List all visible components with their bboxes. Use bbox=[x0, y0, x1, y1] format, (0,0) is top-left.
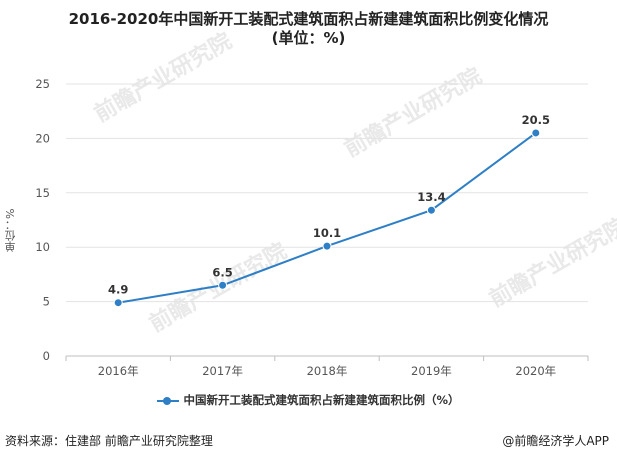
chart-subtitle: (单位：%) bbox=[271, 29, 346, 47]
y-axis-label: 单位：% bbox=[4, 208, 17, 252]
y-tick-label: 15 bbox=[35, 186, 50, 200]
x-tick-label: 2019年 bbox=[411, 364, 452, 378]
brand-credit: @前瞻经济学人APP bbox=[502, 434, 609, 448]
data-point bbox=[531, 128, 541, 138]
chart-title-line1: 2016-2020年中国新开工装配式建筑面积占新建建筑面积比例变化情况 bbox=[68, 10, 549, 28]
data-point bbox=[218, 280, 228, 290]
y-tick-label: 5 bbox=[43, 295, 50, 309]
x-tick-label: 2016年 bbox=[98, 364, 139, 378]
y-tick-label: 0 bbox=[43, 349, 50, 363]
chart-title: 2016-2020年中国新开工装配式建筑面积占新建建筑面积比例变化情况 (单位：… bbox=[0, 10, 617, 48]
y-tick-label: 20 bbox=[35, 131, 50, 145]
source-note: 资料来源：住建部 前瞻产业研究院整理 bbox=[5, 434, 213, 448]
data-point bbox=[426, 205, 436, 215]
series-line bbox=[118, 132, 537, 304]
y-tick-label: 10 bbox=[35, 240, 50, 254]
data-label: 13.4 bbox=[417, 190, 445, 204]
y-tick-label: 25 bbox=[35, 77, 50, 91]
data-label: 20.5 bbox=[522, 113, 550, 127]
legend-marker bbox=[157, 396, 180, 406]
x-tick-label: 2017年 bbox=[202, 364, 243, 378]
data-label: 4.9 bbox=[108, 283, 128, 297]
x-tick-label: 2020年 bbox=[515, 364, 556, 378]
data-point bbox=[113, 298, 123, 308]
x-tick-label: 2018年 bbox=[307, 364, 348, 378]
data-label: 10.1 bbox=[313, 226, 341, 240]
data-point bbox=[322, 241, 332, 251]
legend-label: 中国新开工装配式建筑面积占新建建筑面积比例（%） bbox=[183, 393, 460, 407]
data-label: 6.5 bbox=[212, 265, 232, 279]
legend[interactable]: 中国新开工装配式建筑面积占新建建筑面积比例（%） bbox=[0, 392, 617, 408]
